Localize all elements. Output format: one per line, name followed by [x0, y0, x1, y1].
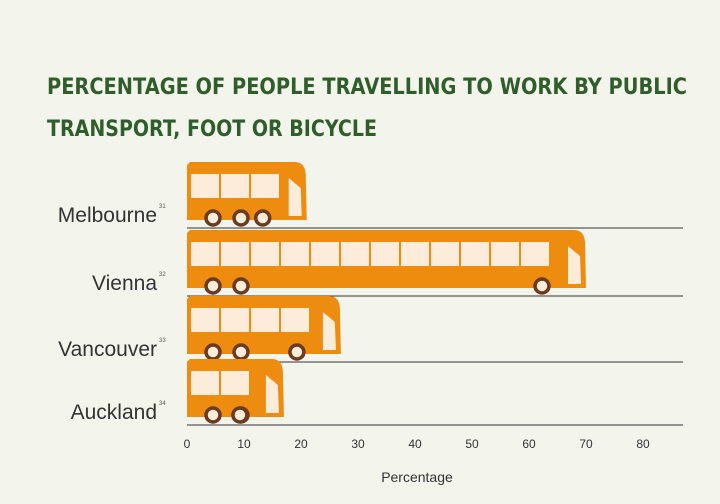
wheel: [288, 343, 306, 361]
bus-window: [191, 174, 219, 198]
x-tick-label: 60: [522, 437, 536, 451]
bus: [187, 359, 284, 424]
bus: [187, 296, 341, 361]
bus-window: [491, 242, 519, 266]
wheel: [253, 209, 272, 227]
bus-window: [281, 242, 309, 266]
bus-window: [221, 308, 249, 332]
bus-window: [221, 371, 249, 395]
x-tick-label: 50: [465, 437, 479, 451]
x-tick-label: 10: [237, 437, 251, 451]
bus: [187, 162, 307, 227]
bus-window: [221, 242, 249, 266]
bus-door: [265, 375, 279, 413]
wheel: [232, 277, 250, 295]
footnote-ref: 34: [159, 401, 166, 407]
x-tick-label: 20: [294, 437, 308, 451]
wheel: [232, 209, 250, 227]
bus-window: [401, 242, 429, 266]
category-label: Auckland: [71, 401, 157, 424]
wheel: [204, 209, 222, 227]
bus-window: [281, 308, 309, 332]
category-label: Vancouver: [58, 338, 157, 361]
footnote-ref: 32: [159, 272, 166, 278]
x-tick-label: 0: [184, 437, 191, 451]
chart-title: TRANSPORT, FOOT OR BICYCLE: [47, 117, 377, 142]
wheel: [204, 343, 222, 361]
x-axis-label: Percentage: [381, 469, 453, 485]
bus-window: [251, 174, 279, 198]
bus-window: [371, 242, 399, 266]
bus-window: [191, 242, 219, 266]
bus-door: [322, 312, 336, 350]
chart-title: PERCENTAGE OF PEOPLE TRAVELLING TO WORK …: [47, 75, 687, 100]
category-label: Melbourne: [58, 204, 157, 227]
x-tick-label: 40: [408, 437, 422, 451]
bus-window: [341, 242, 369, 266]
category-label: Vienna: [92, 272, 157, 295]
bus-door: [288, 178, 302, 216]
bus-window: [221, 174, 249, 198]
bus-window: [191, 371, 219, 395]
footnote-ref: 33: [159, 338, 166, 344]
x-tick-label: 80: [636, 437, 650, 451]
wheel: [533, 277, 551, 295]
wheel: [231, 406, 249, 424]
wheel: [232, 343, 250, 361]
bus-door: [568, 246, 581, 284]
bus-window: [251, 308, 279, 332]
bus-window: [191, 308, 219, 332]
x-tick-label: 70: [579, 437, 593, 451]
bus-window: [431, 242, 459, 266]
footnote-ref: 31: [159, 204, 166, 210]
bus-window: [251, 242, 279, 266]
x-tick-label: 30: [351, 437, 365, 451]
bus-window: [311, 242, 339, 266]
wheel: [204, 277, 222, 295]
bus-window: [461, 242, 489, 266]
bus: [187, 230, 586, 295]
wheel: [204, 406, 222, 424]
bus-window: [521, 242, 549, 266]
